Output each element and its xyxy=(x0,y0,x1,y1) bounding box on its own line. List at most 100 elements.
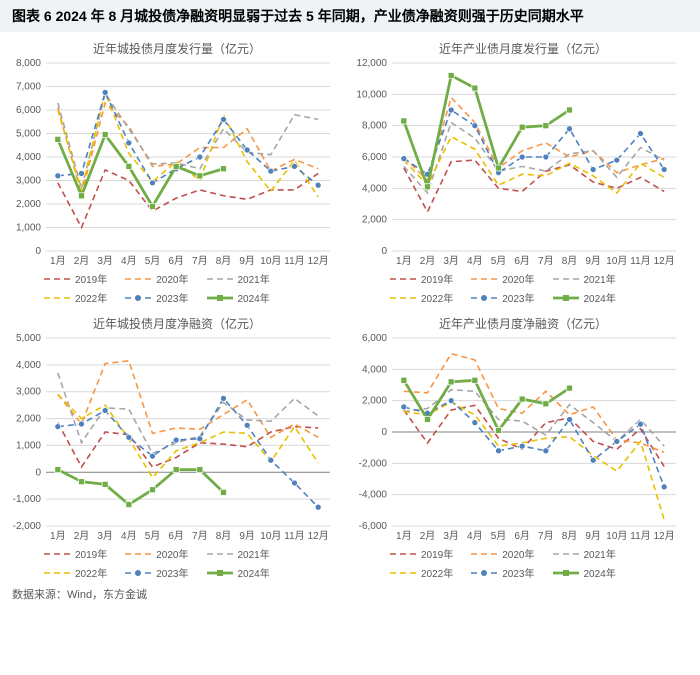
panel-title: 近年城投债月度净融资（亿元） xyxy=(8,315,346,332)
svg-text:0: 0 xyxy=(381,427,387,438)
legend-item: 2023年 xyxy=(125,290,188,305)
legend-item: 2020年 xyxy=(125,271,188,286)
svg-text:6,000: 6,000 xyxy=(16,105,41,116)
legend-item: 2019年 xyxy=(44,546,107,561)
svg-text:4,000: 4,000 xyxy=(16,152,41,163)
legend-item: 2023年 xyxy=(125,565,188,580)
svg-text:5月: 5月 xyxy=(145,530,161,542)
svg-text:2,000: 2,000 xyxy=(362,215,387,226)
legend-label: 2021年 xyxy=(238,271,270,286)
legend-label: 2019年 xyxy=(421,546,453,561)
legend-label: 2021年 xyxy=(238,546,270,561)
legend-label: 2024年 xyxy=(238,565,270,580)
legend: 2019年 2020年 2021年 2022年 2023年 2024年 xyxy=(354,544,692,582)
svg-text:2月: 2月 xyxy=(74,255,90,267)
svg-text:2月: 2月 xyxy=(420,255,436,267)
svg-text:3月: 3月 xyxy=(97,255,113,267)
svg-text:7月: 7月 xyxy=(192,255,208,267)
legend-label: 2020年 xyxy=(502,271,534,286)
svg-text:8月: 8月 xyxy=(216,530,232,542)
svg-text:4月: 4月 xyxy=(121,530,137,542)
legend-item: 2021年 xyxy=(207,546,270,561)
svg-text:0: 0 xyxy=(381,246,387,257)
svg-text:7月: 7月 xyxy=(538,255,554,267)
legend: 2019年 2020年 2021年 2022年 2023年 2024年 xyxy=(8,544,346,582)
svg-text:8,000: 8,000 xyxy=(16,59,41,69)
svg-text:2,000: 2,000 xyxy=(16,414,41,425)
svg-text:4,000: 4,000 xyxy=(362,364,387,375)
legend-label: 2019年 xyxy=(75,546,107,561)
legend-item: 2022年 xyxy=(44,290,107,305)
legend-label: 2022年 xyxy=(75,565,107,580)
svg-text:10,000: 10,000 xyxy=(356,89,387,100)
legend-label: 2020年 xyxy=(156,271,188,286)
svg-text:4,000: 4,000 xyxy=(16,360,41,371)
legend-item: 2020年 xyxy=(471,546,534,561)
svg-text:1,000: 1,000 xyxy=(16,440,41,451)
svg-text:2月: 2月 xyxy=(74,530,90,542)
svg-text:7月: 7月 xyxy=(192,530,208,542)
svg-text:10月: 10月 xyxy=(260,530,281,542)
legend-label: 2024年 xyxy=(584,565,616,580)
chart-grid: 近年城投债月度发行量（亿元） 01,0002,0003,0004,0005,00… xyxy=(0,32,700,582)
legend-item: 2023年 xyxy=(471,565,534,580)
svg-text:1月: 1月 xyxy=(50,530,66,542)
legend-item: 2022年 xyxy=(390,290,453,305)
svg-text:2,000: 2,000 xyxy=(362,396,387,407)
legend-item: 2022年 xyxy=(390,565,453,580)
legend: 2019年 2020年 2021年 2022年 2023年 2024年 xyxy=(354,269,692,307)
legend-item: 2024年 xyxy=(553,290,616,305)
legend-label: 2023年 xyxy=(156,290,188,305)
legend-item: 2019年 xyxy=(390,271,453,286)
legend-item: 2024年 xyxy=(553,565,616,580)
svg-text:12月: 12月 xyxy=(308,530,329,542)
svg-text:12,000: 12,000 xyxy=(356,59,387,69)
svg-text:5,000: 5,000 xyxy=(16,129,41,140)
svg-text:4,000: 4,000 xyxy=(362,183,387,194)
svg-text:12月: 12月 xyxy=(654,255,675,267)
data-source: 数据来源：Wind，东方金诚 xyxy=(0,582,700,606)
svg-text:11月: 11月 xyxy=(284,530,304,542)
legend-item: 2021年 xyxy=(207,271,270,286)
legend-label: 2023年 xyxy=(502,290,534,305)
legend-item: 2024年 xyxy=(207,565,270,580)
svg-text:3,000: 3,000 xyxy=(16,176,41,187)
figure-title: 图表 6 2024 年 8 月城投债净融资明显弱于过去 5 年同期，产业债净融资… xyxy=(0,0,700,32)
svg-text:11月: 11月 xyxy=(630,530,650,542)
svg-text:3月: 3月 xyxy=(443,255,459,267)
svg-text:5月: 5月 xyxy=(491,255,507,267)
svg-text:3月: 3月 xyxy=(443,530,459,542)
svg-text:8月: 8月 xyxy=(562,530,578,542)
legend-label: 2021年 xyxy=(584,546,616,561)
svg-text:11月: 11月 xyxy=(630,255,650,267)
legend-label: 2022年 xyxy=(421,565,453,580)
svg-text:-2,000: -2,000 xyxy=(359,458,388,469)
svg-text:12月: 12月 xyxy=(308,255,329,267)
svg-text:5月: 5月 xyxy=(491,530,507,542)
svg-text:6月: 6月 xyxy=(514,255,530,267)
svg-text:10月: 10月 xyxy=(606,530,627,542)
svg-text:10月: 10月 xyxy=(260,255,281,267)
panel-bl: 近年城投债月度净融资（亿元） -2,000-1,00001,0002,0003,… xyxy=(8,311,346,582)
legend-label: 2022年 xyxy=(421,290,453,305)
svg-text:7,000: 7,000 xyxy=(16,82,41,93)
svg-text:9月: 9月 xyxy=(239,530,255,542)
svg-text:5,000: 5,000 xyxy=(16,334,41,344)
svg-text:6月: 6月 xyxy=(514,530,530,542)
legend-item: 2020年 xyxy=(125,546,188,561)
panel-tl: 近年城投债月度发行量（亿元） 01,0002,0003,0004,0005,00… xyxy=(8,36,346,307)
legend-item: 2019年 xyxy=(390,546,453,561)
svg-text:11月: 11月 xyxy=(284,255,304,267)
panel-tr: 近年产业债月度发行量（亿元） 02,0004,0006,0008,00010,0… xyxy=(354,36,692,307)
legend-item: 2021年 xyxy=(553,271,616,286)
svg-text:1月: 1月 xyxy=(396,530,412,542)
svg-text:12月: 12月 xyxy=(654,530,675,542)
legend-label: 2022年 xyxy=(75,290,107,305)
svg-text:4月: 4月 xyxy=(467,255,483,267)
svg-text:6,000: 6,000 xyxy=(362,334,387,344)
legend-item: 2022年 xyxy=(44,565,107,580)
legend-item: 2020年 xyxy=(471,271,534,286)
svg-text:1月: 1月 xyxy=(396,255,412,267)
legend: 2019年2020年2021年2022年2023年2024年 xyxy=(8,269,346,307)
chart-area: 02,0004,0006,0008,00010,00012,0001月2月3月4… xyxy=(354,59,692,269)
